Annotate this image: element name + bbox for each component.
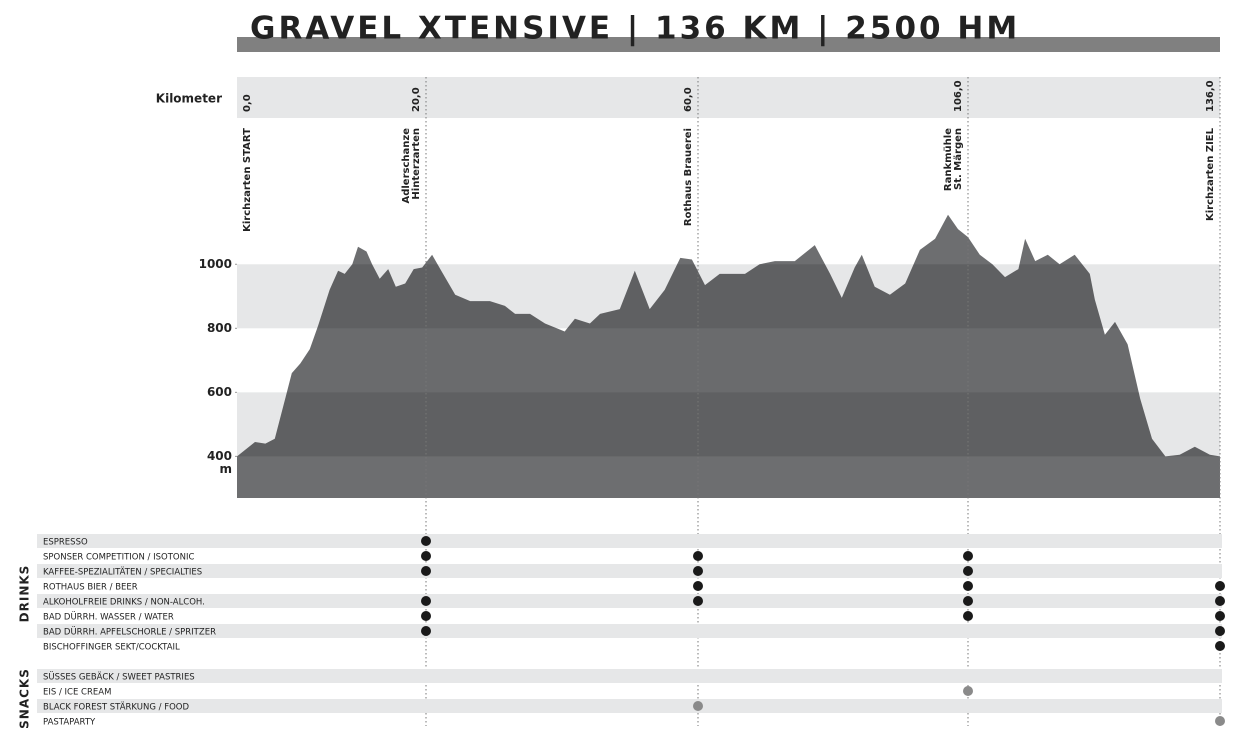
row-label: EIS / ICE CREAM <box>43 688 111 698</box>
x-axis-label: Kilometer <box>156 92 222 106</box>
row-band <box>37 594 1222 608</box>
title-bar <box>237 37 1220 52</box>
row-label: PASTAPARTY <box>43 718 96 728</box>
row-band <box>37 624 1222 638</box>
offer-dot <box>693 581 703 591</box>
station-name: Kirchzarten ZIEL <box>1205 127 1216 221</box>
row-band <box>37 564 1222 578</box>
group-label: DRINKS <box>18 565 32 623</box>
offer-dot <box>1215 626 1225 636</box>
row-band <box>37 699 1222 713</box>
station-name: St. Märgen <box>953 128 964 190</box>
offer-dot <box>1215 581 1225 591</box>
offer-dot <box>963 686 973 696</box>
offer-dot <box>963 566 973 576</box>
offer-dot <box>1215 716 1225 726</box>
x-tick-label: 136,0 <box>1205 80 1216 112</box>
station-name: Hinterzarten <box>411 128 422 200</box>
row-label: ALKOHOLFREIE DRINKS / NON-ALCOH. <box>43 598 205 608</box>
group-label: SNACKS <box>18 668 32 729</box>
km-band <box>237 77 1220 118</box>
row-label: BLACK FOREST STÄRKUNG / FOOD <box>43 702 189 713</box>
row-label: SÜSSES GEBÄCK / SWEET PASTRIES <box>43 672 195 683</box>
row-label: ROTHAUS BIER / BEER <box>43 583 138 593</box>
row-label: BAD DÜRRH. APFELSCHORLE / SPRITZER <box>43 627 216 638</box>
area-band <box>237 328 1220 392</box>
y-unit: m <box>219 462 232 476</box>
row-label: BAD DÜRRH. WASSER / WATER <box>43 612 174 623</box>
offer-dot <box>963 581 973 591</box>
offer-dot <box>963 611 973 621</box>
offer-dot <box>693 596 703 606</box>
offer-dot <box>693 551 703 561</box>
offer-dot <box>421 551 431 561</box>
offer-dot <box>421 566 431 576</box>
offer-dot <box>963 551 973 561</box>
y-tick-label: 1000 <box>199 257 232 271</box>
offer-dot <box>421 626 431 636</box>
station-name: Kirchzarten START <box>242 128 253 232</box>
y-tick-label: 800 <box>207 321 232 335</box>
offer-dot <box>421 536 431 546</box>
row-label: SPONSER COMPETITION / ISOTONIC <box>43 553 194 563</box>
offer-dot <box>693 701 703 711</box>
elevation-area <box>237 214 1220 498</box>
chart-title: GRAVEL XTENSIVE | 136 KM | 2500 HM <box>250 11 1020 47</box>
x-tick-label: 106,0 <box>953 80 964 112</box>
offer-dot <box>421 596 431 606</box>
row-band <box>37 669 1222 683</box>
offer-dot <box>421 611 431 621</box>
row-label: BISCHOFFINGER SEKT/COCKTAIL <box>43 643 180 653</box>
offer-dot <box>963 596 973 606</box>
row-band <box>37 534 1222 548</box>
y-tick-label: 400 <box>207 449 232 463</box>
x-tick-label: 60,0 <box>683 87 694 112</box>
row-label: KAFFEE-SPEZIALITÄTEN / SPECIALTIES <box>43 567 202 578</box>
y-tick-label: 600 <box>207 385 232 399</box>
area-shading <box>237 264 1220 457</box>
offer-dot <box>693 566 703 576</box>
station-name: Rothaus Brauerei <box>683 128 694 226</box>
area-band <box>237 392 1220 457</box>
x-tick-label: 20,0 <box>411 87 422 112</box>
station-name: Rankmühle <box>943 128 954 191</box>
row-label: ESPRESSO <box>43 538 88 548</box>
offer-dot <box>1215 596 1225 606</box>
offer-dot <box>1215 611 1225 621</box>
x-tick-label: 0,0 <box>242 94 253 112</box>
offer-dot <box>1215 641 1225 651</box>
station-name: Adlerschanze <box>401 128 412 204</box>
